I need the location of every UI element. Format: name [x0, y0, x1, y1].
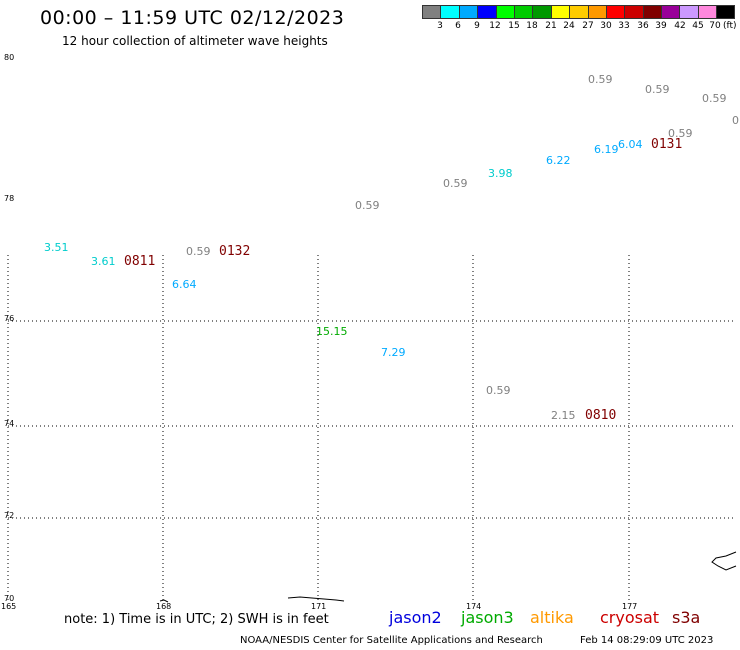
wave-height-value: 0	[732, 114, 739, 127]
wave-height-value: 15.15	[316, 325, 348, 338]
wave-height-value: 0.59	[486, 384, 511, 397]
lon-label: 174	[466, 602, 481, 611]
pass-time: 0811	[124, 254, 155, 269]
wave-height-value: 0.59	[588, 73, 613, 86]
coastline-segment	[159, 599, 169, 603]
legend-label: 30	[600, 21, 612, 31]
lon-label: 177	[622, 602, 637, 611]
legend-label: 45	[692, 21, 704, 31]
wave-height-value: 3.98	[488, 167, 513, 180]
generated-timestamp: Feb 14 08:29:09 UTC 2023	[580, 635, 714, 646]
wave-height-value: 0.59	[668, 127, 693, 140]
legend-label: 18	[526, 21, 538, 31]
wave-height-value: 0.59	[355, 199, 380, 212]
lon-label: 171	[311, 602, 326, 611]
color-legend	[422, 5, 735, 19]
lat-label: 72	[4, 511, 14, 520]
wave-height-value: 6.19	[594, 143, 619, 156]
wave-height-value: 6.22	[546, 154, 571, 167]
legend-unit: (ft)	[723, 21, 737, 31]
mission-cryosat: cryosat	[600, 608, 660, 627]
wave-height-value: 0.59	[443, 177, 468, 190]
legend-label: 21	[545, 21, 557, 31]
lat-label: 76	[4, 314, 14, 323]
legend-swatch	[697, 5, 717, 19]
lat-label: 78	[4, 194, 14, 203]
latitude-labels: 80 78 76 74 72 70	[4, 53, 14, 603]
mission-jason2: jason2	[389, 608, 442, 627]
legend-label: 42	[674, 21, 686, 31]
lon-label: 168	[156, 602, 171, 611]
legend-label: 33	[618, 21, 630, 31]
legend-swatch	[513, 5, 533, 19]
footer-note: note: 1) Time is in UTC; 2) SWH is in fe…	[64, 612, 329, 627]
mission-altika: altika	[530, 608, 574, 627]
lat-label: 80	[4, 53, 14, 62]
legend-swatch	[642, 5, 662, 19]
legend-swatch	[440, 5, 459, 19]
legend-label: 12	[489, 21, 501, 31]
legend-swatch	[550, 5, 570, 19]
coastline	[159, 551, 737, 603]
wave-height-value: 3.51	[44, 241, 69, 254]
wave-height-value: 3.61	[91, 255, 116, 268]
wave-height-value: 6.04	[618, 138, 643, 151]
wave-height-values: 0.59 0.59 0.59 0 0.59 6.04 6.19 6.22 3.9…	[44, 73, 739, 422]
longitude-labels: 165 168 171 174 177	[1, 602, 637, 611]
legend-label: 39	[655, 21, 667, 31]
coastline-segment	[711, 551, 737, 571]
mission-s3a: s3a	[672, 608, 701, 627]
legend-swatch	[716, 5, 735, 19]
page-title: 00:00 – 11:59 UTC 02/12/2023	[40, 7, 345, 29]
legend-label: 24	[563, 21, 575, 31]
pass-times: 0131 0811 0132 0810	[124, 137, 682, 423]
legend-swatch	[495, 5, 514, 19]
legend-label: 9	[474, 21, 480, 31]
legend-swatch	[605, 5, 625, 19]
pass-time: 0131	[651, 137, 682, 152]
mission-jason3: jason3	[461, 608, 514, 627]
pass-time: 0810	[585, 408, 616, 423]
coastline-segment	[287, 596, 345, 602]
legend-label: 6	[455, 21, 461, 31]
lat-label: 74	[4, 419, 14, 428]
legend-swatch	[569, 5, 588, 19]
wave-height-value: 6.64	[172, 278, 197, 291]
wave-height-value: 7.29	[381, 346, 406, 359]
credit-text: NOAA/NESDIS Center for Satellite Applica…	[240, 635, 543, 646]
legend-swatch	[532, 5, 551, 19]
pass-time: 0132	[219, 244, 250, 259]
legend-swatch	[422, 5, 441, 19]
legend-label: 36	[637, 21, 649, 31]
legend-swatch	[679, 5, 698, 19]
page-subtitle: 12 hour collection of altimeter wave hei…	[62, 34, 328, 48]
legend-swatch	[587, 5, 606, 19]
legend-swatch	[458, 5, 478, 19]
legend-swatch	[477, 5, 496, 19]
wave-height-value: 0.59	[186, 245, 211, 258]
legend-label: 3	[437, 21, 443, 31]
legend-label: 27	[582, 21, 594, 31]
wave-height-value: 0.59	[702, 92, 727, 105]
lat-label: 70	[4, 594, 14, 603]
legend-swatch	[661, 5, 680, 19]
legend-label: 15	[508, 21, 520, 31]
legend-swatch	[624, 5, 643, 19]
legend-label: 70	[709, 21, 721, 31]
wave-height-value: 2.15	[551, 409, 576, 422]
lon-label: 165	[1, 602, 16, 611]
graticule	[7, 255, 735, 600]
wave-height-value: 0.59	[645, 83, 670, 96]
